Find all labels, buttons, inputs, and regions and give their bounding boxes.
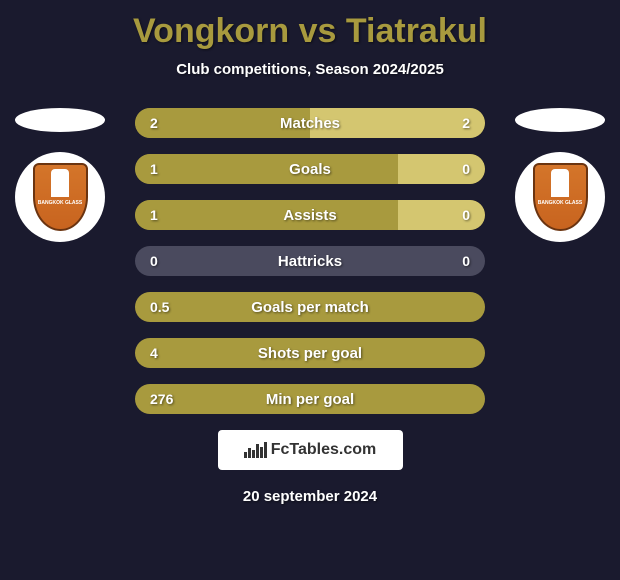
player-right-column: BANGKOK GLASS xyxy=(515,108,605,242)
stat-row: 4Shots per goal xyxy=(135,338,485,368)
tower-icon xyxy=(551,169,569,197)
stat-value-right: 0 xyxy=(462,207,470,223)
stat-value-right: 0 xyxy=(462,161,470,177)
stat-label: Min per goal xyxy=(135,391,485,408)
tower-icon xyxy=(51,169,69,197)
stat-row: 0Hattricks0 xyxy=(135,246,485,276)
shield-icon: BANGKOK GLASS xyxy=(533,163,588,231)
page-title: Vongkorn vs Tiatrakul xyxy=(0,0,620,51)
stat-label: Matches xyxy=(135,115,485,132)
stat-value-right: 2 xyxy=(462,115,470,131)
stats-container: 2Matches21Goals01Assists00Hattricks00.5G… xyxy=(135,108,485,414)
date-label: 20 september 2024 xyxy=(0,488,620,505)
player-left-column: BANGKOK GLASS xyxy=(15,108,105,242)
shield-icon: BANGKOK GLASS xyxy=(33,163,88,231)
badge-left-text: BANGKOK GLASS xyxy=(38,200,82,206)
player-right-badge: BANGKOK GLASS xyxy=(515,152,605,242)
stat-label: Hattricks xyxy=(135,253,485,270)
content-area: BANGKOK GLASS BANGKOK GLASS 2Matches2 1Go… xyxy=(0,108,620,414)
stat-label: Shots per goal xyxy=(135,345,485,362)
logo-text: FcTables.com xyxy=(271,441,377,459)
subtitle: Club competitions, Season 2024/2025 xyxy=(0,61,620,78)
stat-label: Assists xyxy=(135,207,485,224)
stat-row: 2Matches2 xyxy=(135,108,485,138)
stat-row: 276Min per goal xyxy=(135,384,485,414)
stat-label: Goals xyxy=(135,161,485,178)
stat-row: 1Assists0 xyxy=(135,200,485,230)
player-left-avatar-placeholder xyxy=(15,108,105,132)
logo-box: FcTables.com xyxy=(218,430,403,470)
stat-row: 0.5Goals per match xyxy=(135,292,485,322)
player-left-badge: BANGKOK GLASS xyxy=(15,152,105,242)
player-right-avatar-placeholder xyxy=(515,108,605,132)
stat-row: 1Goals0 xyxy=(135,154,485,184)
stat-label: Goals per match xyxy=(135,299,485,316)
badge-right-text: BANGKOK GLASS xyxy=(538,200,582,206)
chart-icon xyxy=(244,442,267,458)
stat-value-right: 0 xyxy=(462,253,470,269)
